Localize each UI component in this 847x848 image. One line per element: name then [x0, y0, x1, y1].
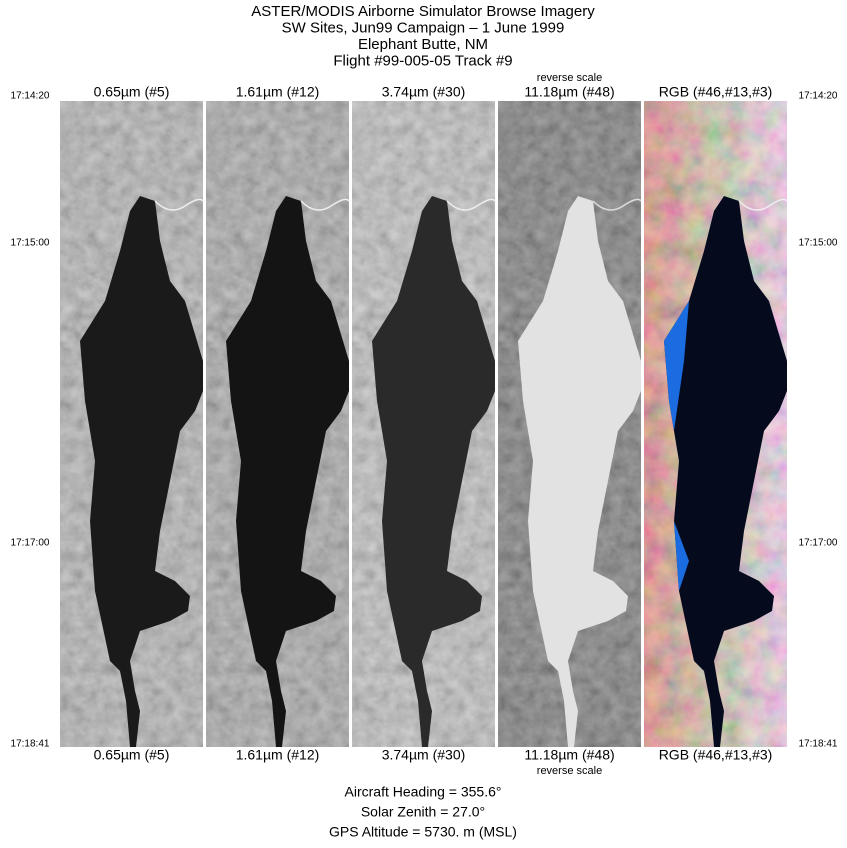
time-right: 17:15:00	[799, 238, 838, 249]
band-label-top: 3.74µm (#30)	[382, 84, 466, 100]
band-label-top: 1.61µm (#12)	[236, 84, 320, 100]
river	[738, 198, 788, 211]
title-line: SW Sites, Jun99 Campaign – 1 June 1999	[282, 19, 565, 36]
river	[592, 198, 642, 211]
image-panel	[498, 101, 642, 747]
band-label-top: 11.18µm (#48)	[524, 84, 614, 100]
title-line: Flight #99-005-05 Track #9	[333, 52, 512, 69]
band-label-top: RGB (#46,#13,#3)	[659, 84, 773, 100]
band-label-bottom: 0.65µm (#5)	[94, 747, 170, 763]
band-label-bottom: 11.18µm (#48)	[524, 747, 614, 763]
title-line: ASTER/MODIS Airborne Simulator Browse Im…	[251, 3, 595, 20]
info-line: GPS Altitude = 5730. m (MSL)	[329, 824, 517, 840]
shore-water	[664, 301, 689, 591]
lake	[372, 196, 495, 747]
image-panel	[206, 101, 350, 747]
image-panel	[644, 101, 788, 747]
time-left: 17:18:41	[11, 739, 50, 750]
time-left: 17:15:00	[11, 238, 50, 249]
river	[300, 198, 350, 211]
band-label-top: 0.65µm (#5)	[94, 84, 170, 100]
info-line: Solar Zenith = 27.0°	[361, 804, 485, 820]
image-panel	[352, 101, 496, 747]
band-label-bottom: 1.61µm (#12)	[236, 747, 320, 763]
lake	[80, 196, 203, 747]
lake	[664, 196, 787, 747]
time-left: 17:14:20	[11, 91, 50, 102]
time-right: 17:14:20	[799, 91, 838, 102]
lake	[226, 196, 349, 747]
info-line: Aircraft Heading = 355.6°	[345, 784, 502, 800]
river	[446, 198, 496, 211]
image-panel	[60, 101, 204, 747]
time-left: 17:17:00	[11, 538, 50, 549]
lake	[518, 196, 641, 747]
band-note-bottom: reverse scale	[537, 765, 602, 777]
band-label-bottom: RGB (#46,#13,#3)	[659, 747, 773, 763]
time-right: 17:17:00	[799, 538, 838, 549]
river	[154, 198, 204, 211]
band-note-top: reverse scale	[537, 72, 602, 84]
title-line: Elephant Butte, NM	[358, 36, 488, 53]
time-right: 17:18:41	[799, 739, 838, 750]
band-label-bottom: 3.74µm (#30)	[382, 747, 466, 763]
